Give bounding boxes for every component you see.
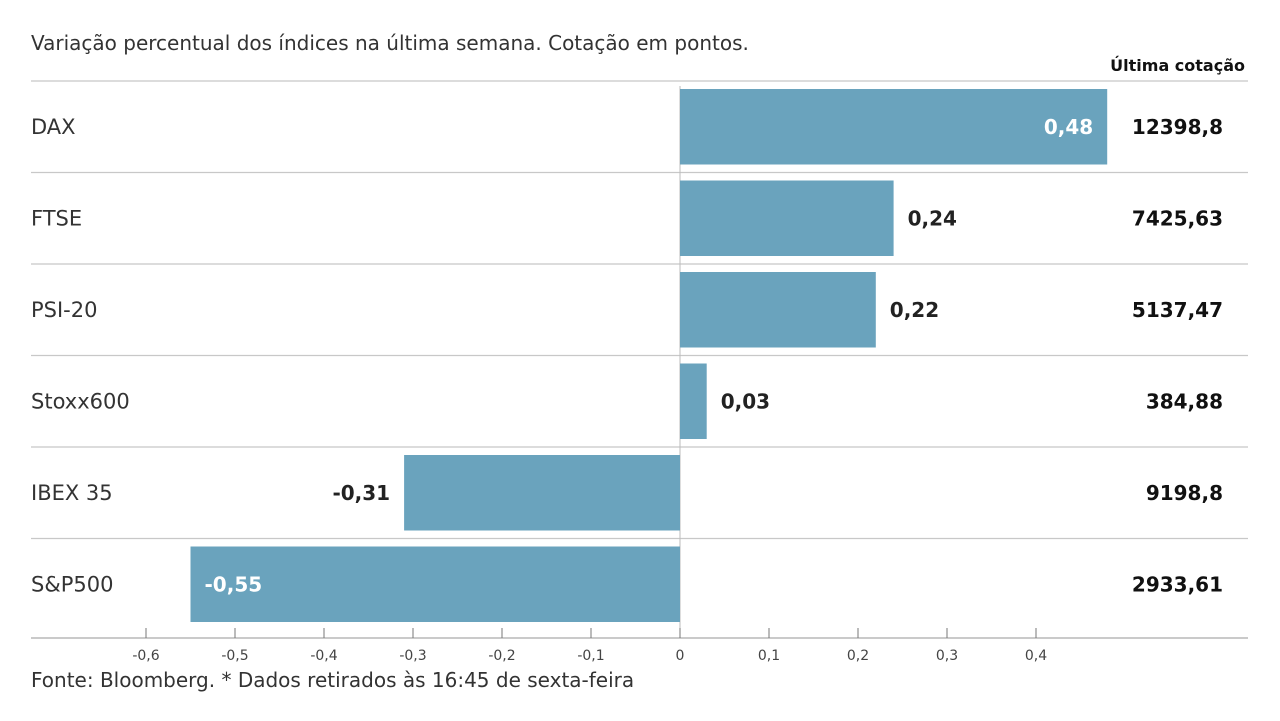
x-tick-label: -0,5: [221, 648, 248, 664]
last-quote-value: 2933,61: [1132, 572, 1223, 596]
row-label: FTSE: [31, 206, 82, 230]
source-note: Fonte: Bloomberg. * Dados retirados às 1…: [31, 668, 635, 692]
x-tick-label: 0,3: [936, 648, 958, 664]
x-tick-label: -0,2: [488, 648, 515, 664]
bar-value-label: 0,03: [721, 389, 770, 413]
x-tick-label: 0,2: [847, 648, 869, 664]
bar-value-label: 0,22: [890, 298, 939, 322]
last-quote-value: 9198,8: [1146, 481, 1223, 505]
bar: [404, 455, 680, 531]
x-tick-label: 0: [676, 648, 685, 664]
row-label: Stoxx600: [31, 389, 130, 413]
bar: [680, 272, 876, 348]
row-label: IBEX 35: [31, 481, 113, 505]
x-tick-label: -0,6: [132, 648, 159, 664]
bar: [680, 363, 707, 439]
x-tick-label: -0,4: [310, 648, 337, 664]
bar-value-label: -0,31: [332, 481, 390, 505]
x-tick-label: -0,3: [399, 648, 426, 664]
x-tick-label: 0,4: [1025, 648, 1047, 664]
row-label: S&P500: [31, 572, 113, 596]
bar: [190, 546, 680, 622]
row-label: PSI-20: [31, 298, 98, 322]
bar: [680, 180, 894, 256]
x-tick-label: 0,1: [758, 648, 780, 664]
last-quote-value: 7425,63: [1132, 206, 1223, 230]
bar-value-label: 0,48: [1044, 115, 1093, 139]
last-quote-heading: Última cotação: [1110, 56, 1245, 75]
last-quote-value: 5137,47: [1132, 298, 1223, 322]
last-quote-value: 384,88: [1146, 389, 1223, 413]
bar-value-label: 0,24: [908, 206, 957, 230]
chart-subtitle: Variação percentual dos índices na últim…: [31, 31, 749, 55]
x-tick-label: -0,1: [577, 648, 604, 664]
last-quote-value: 12398,8: [1132, 115, 1223, 139]
bar-value-label: -0,55: [205, 572, 263, 596]
bar: [680, 89, 1108, 165]
row-label: DAX: [31, 115, 76, 139]
